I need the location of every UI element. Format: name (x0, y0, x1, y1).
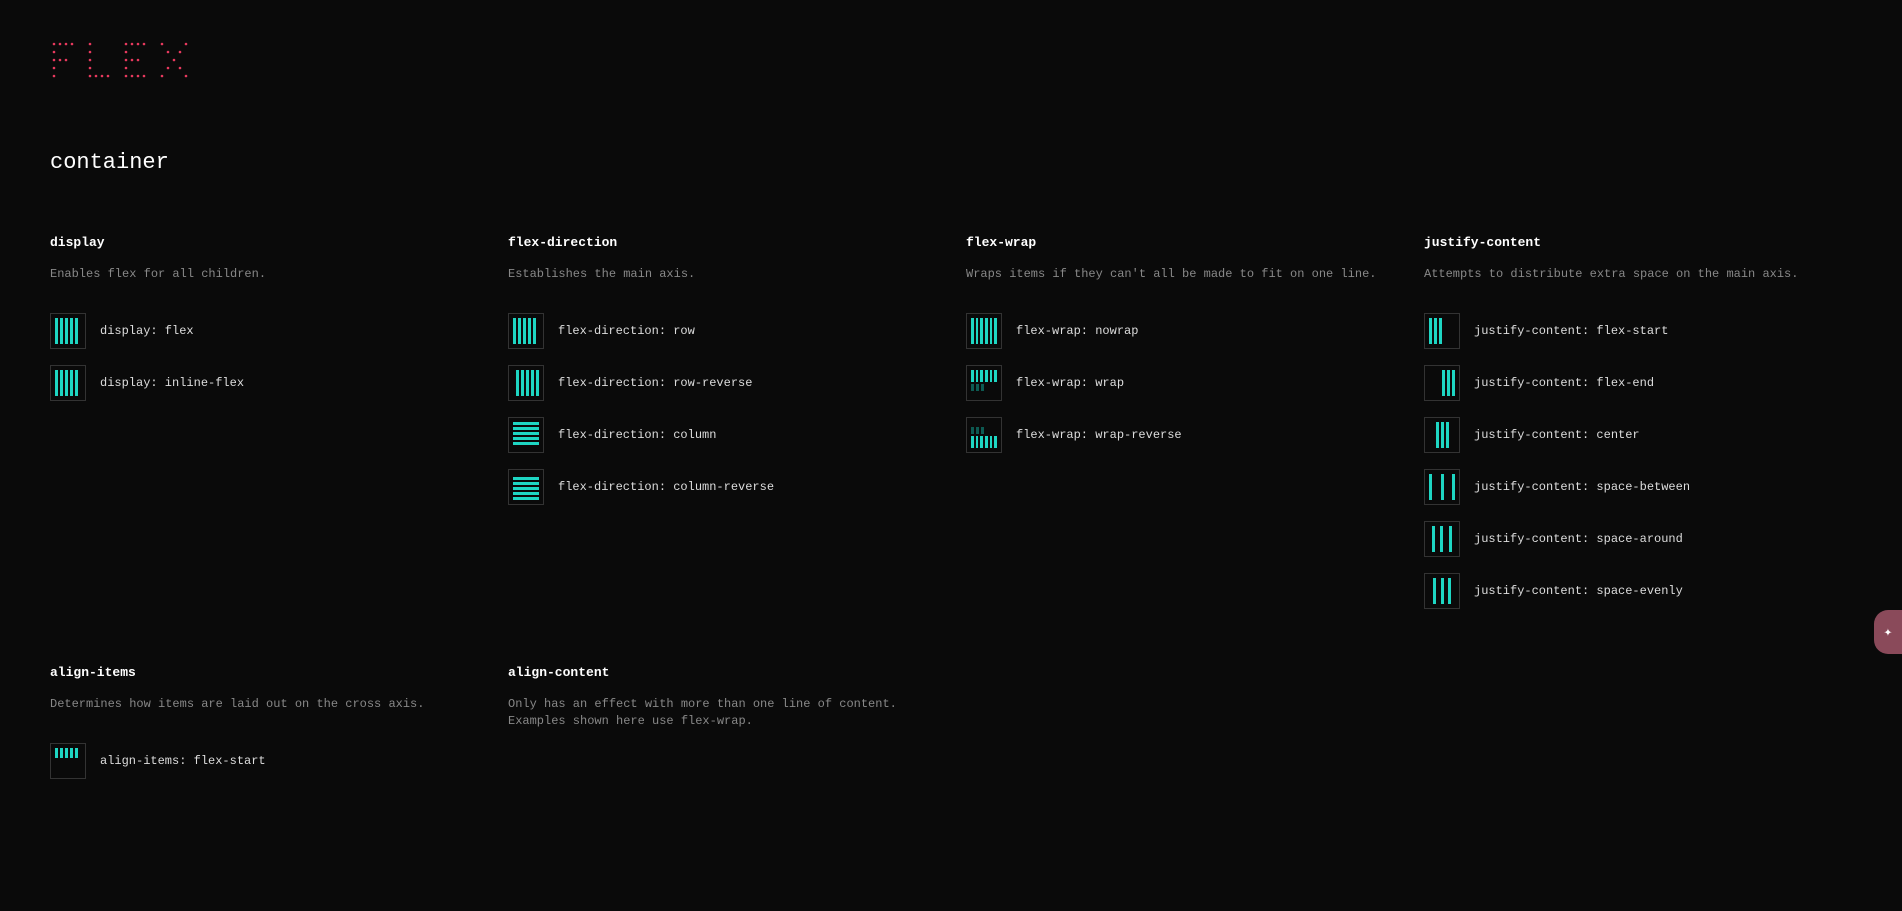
item-label: flex-direction: column-reverse (558, 480, 774, 494)
prop-desc: Only has an effect with more than one li… (508, 696, 936, 730)
item-label: flex-wrap: wrap (1016, 376, 1124, 390)
prop-title: align-content (508, 665, 936, 680)
flex-icon (1424, 417, 1460, 453)
item-label: align-items: flex-start (100, 754, 266, 768)
flex-icon (966, 313, 1002, 349)
item-label: flex-wrap: wrap-reverse (1016, 428, 1182, 442)
side-tab-icon: ✦ (1884, 624, 1892, 641)
list-item[interactable]: flex-direction: row (508, 313, 936, 349)
list-item[interactable]: display: inline-flex (50, 365, 478, 401)
list-item[interactable]: justify-content: flex-start (1424, 313, 1852, 349)
item-label: display: flex (100, 324, 194, 338)
list-item[interactable]: align-items: flex-start (50, 743, 478, 779)
item-label: flex-direction: row (558, 324, 695, 338)
prop-title: display (50, 235, 478, 250)
flex-icon (508, 417, 544, 453)
list-item[interactable]: flex-wrap: wrap-reverse (966, 417, 1394, 453)
flex-icon (1424, 313, 1460, 349)
item-label: justify-content: space-evenly (1474, 584, 1683, 598)
list-item[interactable]: justify-content: space-around (1424, 521, 1852, 557)
item-label: flex-direction: row-reverse (558, 376, 752, 390)
flex-icon (1424, 469, 1460, 505)
list-item[interactable]: flex-wrap: wrap (966, 365, 1394, 401)
prop-desc: Establishes the main axis. (508, 266, 936, 283)
item-label: justify-content: center (1474, 428, 1640, 442)
list-item[interactable]: flex-direction: row-reverse (508, 365, 936, 401)
col-flex-direction: flex-direction Establishes the main axis… (508, 235, 936, 625)
flex-icon (50, 365, 86, 401)
item-label: justify-content: flex-end (1474, 376, 1654, 390)
list-item[interactable]: flex-wrap: nowrap (966, 313, 1394, 349)
flex-icon (508, 313, 544, 349)
list-item[interactable]: justify-content: space-between (1424, 469, 1852, 505)
prop-desc: Wraps items if they can't all be made to… (966, 266, 1394, 283)
prop-title: align-items (50, 665, 478, 680)
item-label: justify-content: flex-start (1474, 324, 1668, 338)
flex-icon (966, 417, 1002, 453)
col-empty (966, 665, 1394, 795)
item-label: justify-content: space-between (1474, 480, 1690, 494)
prop-desc: Enables flex for all children. (50, 266, 478, 283)
list-item[interactable]: flex-direction: column (508, 417, 936, 453)
flex-icon (1424, 521, 1460, 557)
prop-desc: Determines how items are laid out on the… (50, 696, 478, 713)
flex-icon (1424, 365, 1460, 401)
col-align-content: align-content Only has an effect with mo… (508, 665, 936, 795)
flex-icon (50, 743, 86, 779)
list-item[interactable]: justify-content: space-evenly (1424, 573, 1852, 609)
flex-icon (508, 365, 544, 401)
prop-title: flex-direction (508, 235, 936, 250)
side-tab-button[interactable]: ✦ (1874, 610, 1902, 654)
property-grid: display Enables flex for all children. d… (50, 235, 1852, 795)
item-label: flex-wrap: nowrap (1016, 324, 1138, 338)
list-item[interactable]: display: flex (50, 313, 478, 349)
flex-icon (966, 365, 1002, 401)
col-flex-wrap: flex-wrap Wraps items if they can't all … (966, 235, 1394, 625)
flex-icon (50, 313, 86, 349)
flex-icon (1424, 573, 1460, 609)
flex-icon (508, 469, 544, 505)
item-label: flex-direction: column (558, 428, 716, 442)
item-label: display: inline-flex (100, 376, 244, 390)
list-item[interactable]: flex-direction: column-reverse (508, 469, 936, 505)
col-display: display Enables flex for all children. d… (50, 235, 478, 625)
list-item[interactable]: justify-content: flex-end (1424, 365, 1852, 401)
item-label: justify-content: space-around (1474, 532, 1683, 546)
col-justify-content: justify-content Attempts to distribute e… (1424, 235, 1852, 625)
col-align-items: align-items Determines how items are lai… (50, 665, 478, 795)
list-item[interactable]: justify-content: center (1424, 417, 1852, 453)
col-empty (1424, 665, 1852, 795)
prop-title: justify-content (1424, 235, 1852, 250)
prop-desc: Attempts to distribute extra space on th… (1424, 266, 1852, 283)
logo (50, 40, 1852, 80)
section-title: container (50, 150, 1852, 175)
prop-title: flex-wrap (966, 235, 1394, 250)
